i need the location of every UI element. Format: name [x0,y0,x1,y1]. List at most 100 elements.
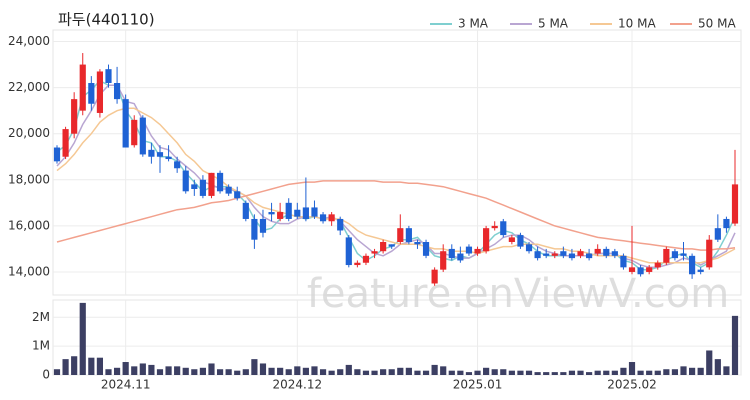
candle-body [71,99,78,134]
volume-bar [422,370,430,375]
volume-bar [603,370,610,375]
volume-bar [96,357,104,375]
volume-bar [654,370,661,375]
y2-tick-label: 2M [32,310,50,324]
candle-body [637,267,644,275]
volume-bar [345,364,352,375]
candle-body [731,184,739,224]
volume-bar [62,359,69,375]
volume-bar [594,370,601,375]
candle-body [131,119,138,146]
candle-body [586,253,593,259]
volume-bar [560,372,567,375]
volume-bar [637,370,644,375]
candle-body [53,147,61,162]
volume-bar [259,363,267,375]
volume-bar [277,367,284,375]
candle-body [534,251,541,259]
candle-body [646,267,653,272]
volume-bar [199,367,206,375]
volume-bar [440,366,447,375]
candle-body [191,184,198,189]
candle-body [88,83,95,104]
y-tick-label: 14,000 [8,264,50,278]
candle-body [268,212,275,215]
volume-bar [182,367,189,375]
volume-bar [311,366,318,375]
candle-body [706,239,713,268]
volume-bar [586,372,593,375]
volume-bar [234,370,241,375]
candle-body [225,186,232,194]
volume-bar [508,370,515,375]
volume-bar [517,370,524,375]
candle-body [663,248,670,263]
volume-bar [294,366,301,375]
candle-body [457,253,464,261]
legend-label: 50 MA [698,17,736,31]
y2-tick-label: 1M [32,339,50,353]
volume-bar [122,362,129,375]
volume-bar [397,367,404,375]
volume-bar [191,369,198,375]
volume-bar [131,366,138,375]
volume-bar [302,367,309,375]
volume-bar [663,369,670,375]
candle-body [216,172,224,192]
candle-body [671,251,679,259]
volume-bar [714,359,721,375]
volume-panel [52,299,742,376]
volume-bar [380,369,387,375]
volume-bar [448,370,455,375]
volume-bar [688,367,696,375]
candle-body [113,83,121,100]
volume-bar [414,370,421,375]
x-tick-label: 2025.02 [607,378,657,392]
volume-bar [113,367,121,375]
x-tick-label: 2024.11 [101,378,151,392]
volume-bar [371,370,378,375]
candle-body [105,69,112,83]
candle-body [680,253,687,256]
volume-bar [543,372,550,375]
candle-body [259,218,267,233]
candle-body [697,269,704,272]
candle-body [199,179,206,196]
volume-bar [731,315,739,375]
candle-body [568,253,576,259]
volume-bar [319,369,327,375]
y-tick-label: 16,000 [8,218,50,232]
candle-body [688,255,696,275]
candle-body [543,253,550,256]
candle-body [483,228,490,252]
volume-bar [525,370,533,375]
candle-body [251,218,258,240]
volume-bar [105,369,112,375]
candle-body [388,244,395,247]
y2-tick-label: 0 [42,368,50,382]
candle-body [491,225,498,229]
candle-body [337,218,344,231]
volume-bar [251,359,258,375]
candle-body [448,248,455,259]
volume-bar [165,366,172,375]
volume-bar [483,367,490,375]
candle-body [380,242,387,252]
candle-body [422,242,430,256]
volume-bar [285,369,292,375]
x-tick-label: 2025.01 [453,378,503,392]
volume-bar [568,370,576,375]
volume-bar [268,367,275,375]
volume-bar [362,370,370,375]
candle-body [208,172,215,196]
volume-bar [680,366,687,375]
volume-bar [337,369,344,375]
candle-body [182,170,189,192]
candle-body [654,262,661,268]
candle-body [560,251,567,256]
volume-bar [88,357,95,375]
volume-bar [174,366,181,375]
volume-bar [706,350,713,375]
candle-body [139,117,146,155]
candle-body [500,221,507,236]
